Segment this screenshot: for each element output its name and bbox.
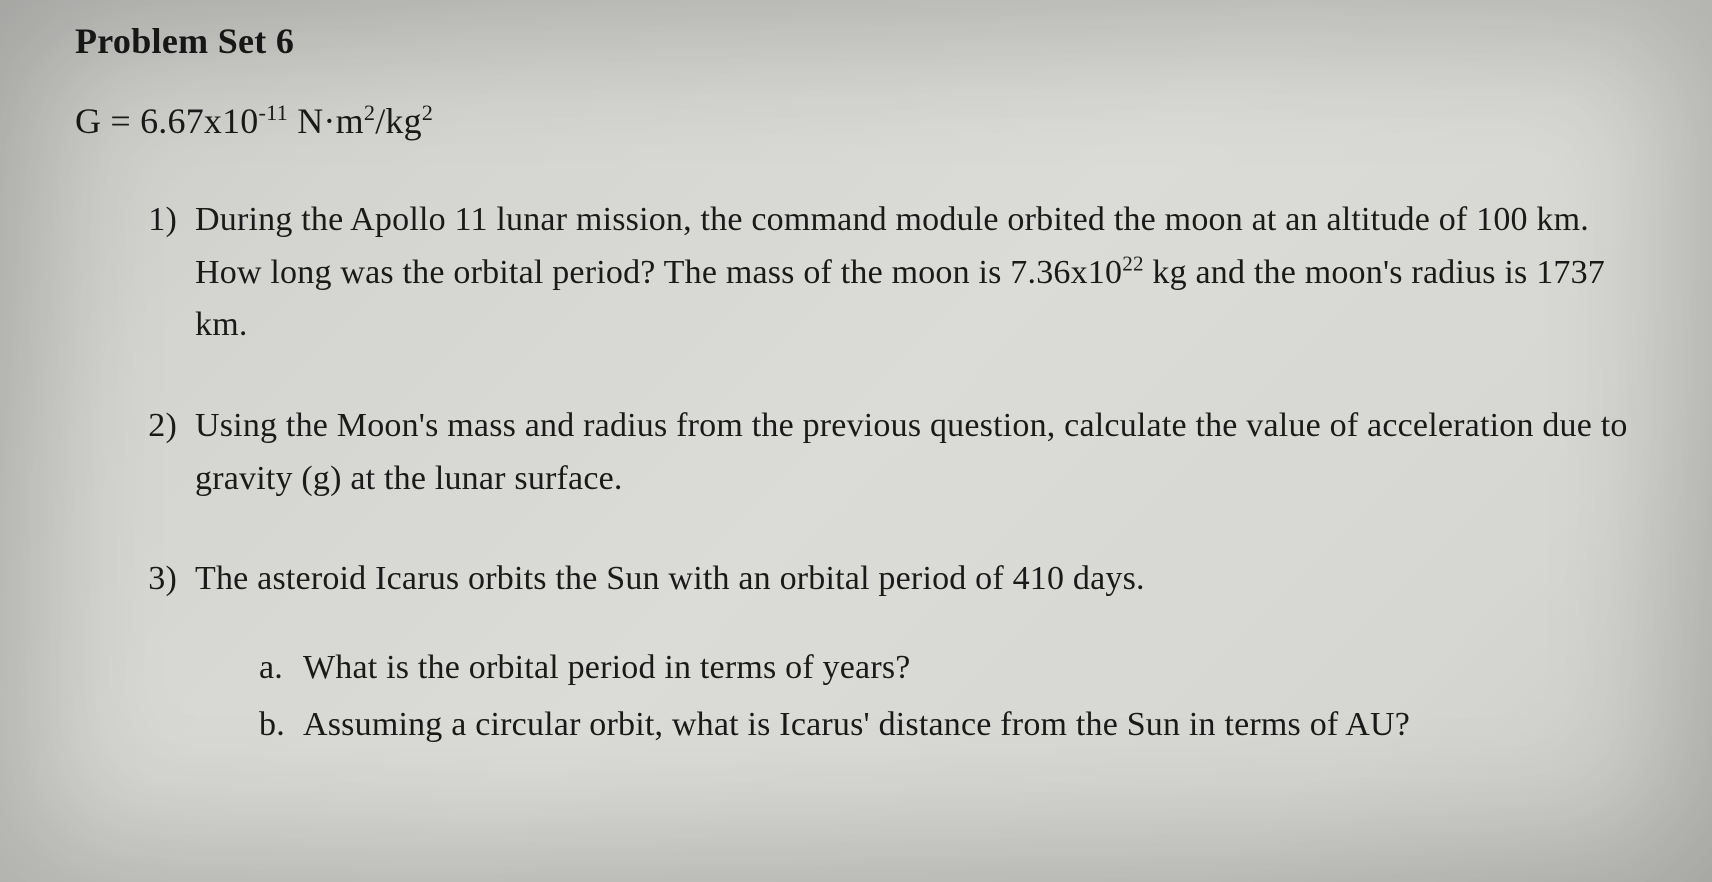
problem-number: 2) — [123, 400, 195, 453]
subpart-b: b. Assuming a circular orbit, what is Ic… — [259, 699, 1635, 752]
page-title: Problem Set 6 — [75, 20, 1635, 62]
subpart-a: a. What is the orbital period in terms o… — [259, 642, 1635, 695]
problem-3: 3) The asteroid Icarus orbits the Sun wi… — [123, 553, 1635, 755]
problem-2: 2) Using the Moon's mass and radius from… — [123, 400, 1635, 505]
subpart-text: What is the orbital period in terms of y… — [303, 642, 911, 695]
subpart-text: Assuming a circular orbit, what is Icaru… — [303, 699, 1410, 752]
problem-text: During the Apollo 11 lunar mission, the … — [195, 194, 1635, 352]
subpart-label: b. — [259, 699, 303, 752]
problem-number: 1) — [123, 194, 195, 247]
problem-1: 1) During the Apollo 11 lunar mission, t… — [123, 194, 1635, 352]
subpart-list: a. What is the orbital period in terms o… — [195, 642, 1635, 751]
problem-3-intro: The asteroid Icarus orbits the Sun with … — [195, 560, 1145, 597]
problem-text: The asteroid Icarus orbits the Sun with … — [195, 553, 1635, 755]
problem-number: 3) — [123, 553, 195, 606]
subpart-label: a. — [259, 642, 303, 695]
problem-list: 1) During the Apollo 11 lunar mission, t… — [75, 194, 1635, 756]
problem-text: Using the Moon's mass and radius from th… — [195, 400, 1635, 505]
problem-set-page: Problem Set 6 G = 6.67x10-11 N·m2/kg2 1)… — [75, 20, 1635, 804]
gravitational-constant: G = 6.67x10-11 N·m2/kg2 — [75, 100, 1635, 142]
